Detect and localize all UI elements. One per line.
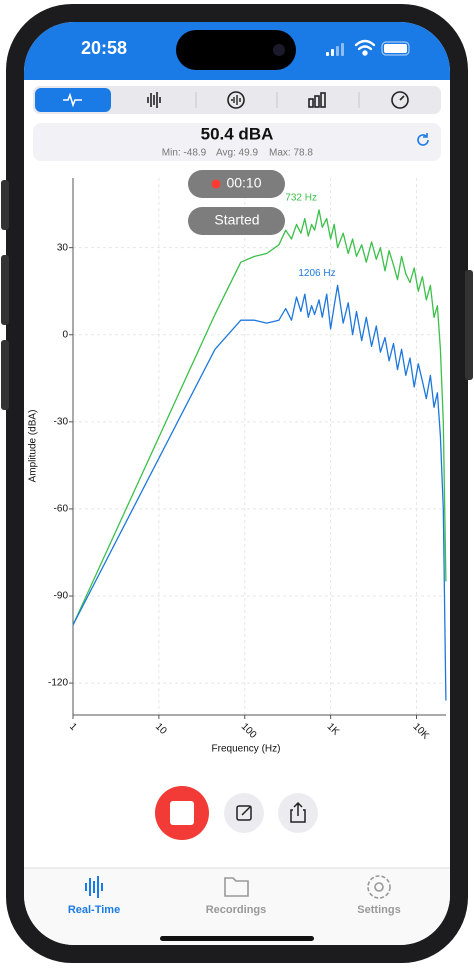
tab-label[interactable]: Recordings: [206, 904, 267, 916]
tab-icon-settings[interactable]: [367, 875, 391, 899]
avg-readout: Avg: 49.9: [216, 148, 259, 159]
waveform-icon: [63, 92, 82, 108]
dynamic-island: [176, 30, 296, 70]
cellular-icon: [326, 43, 344, 56]
side-button: [1, 180, 9, 230]
note-icon: [236, 805, 252, 821]
series-line: [72, 209, 447, 626]
segment-realtime[interactable]: [35, 88, 111, 112]
home-indicator: [160, 936, 314, 941]
reading-card: [33, 123, 441, 161]
max-readout: Max: 78.8: [269, 148, 313, 159]
wifi-icon: [354, 39, 376, 56]
series-line: [72, 284, 447, 701]
stop-icon: [170, 801, 194, 825]
timer-pill: [188, 170, 285, 198]
segment-spectrum[interactable]: [147, 92, 161, 108]
segment-meter[interactable]: [227, 91, 245, 109]
tab-icon-realtime[interactable]: [85, 876, 103, 898]
segment-gauge[interactable]: [391, 91, 409, 109]
y-tick-label: -30: [54, 416, 69, 427]
side-button: [1, 340, 9, 410]
recording-dot: [211, 179, 221, 189]
peak-annotation: 1206 Hz: [298, 268, 335, 279]
state-pill: [188, 207, 285, 235]
y-tick-label: -60: [54, 504, 69, 515]
timer: 00:10: [226, 175, 261, 191]
y-tick-label: -90: [54, 591, 69, 602]
camera: [273, 44, 285, 56]
side-button: [1, 255, 9, 325]
tab-label[interactable]: Settings: [357, 904, 400, 916]
battery-icon: [381, 41, 410, 56]
clock: 20:58: [81, 38, 127, 58]
share-icon: [290, 801, 306, 823]
level-readout: 50.4 dBA: [201, 124, 274, 143]
tab-icon-recordings[interactable]: [224, 877, 249, 897]
y-axis-label: Amplitude (dBA): [28, 410, 39, 483]
segment-bands[interactable]: [308, 92, 326, 108]
side-button: [465, 270, 473, 380]
x-axis-label: Frequency (Hz): [212, 744, 281, 755]
tab-label[interactable]: Real-Time: [68, 904, 120, 916]
y-tick-label: -120: [48, 678, 68, 689]
min-readout: Min: -48.9: [162, 148, 207, 159]
reset-button[interactable]: [417, 133, 429, 146]
battery-level: [384, 44, 407, 53]
state: Started: [214, 212, 259, 228]
y-tick-label: 0: [62, 329, 68, 340]
peak-annotation: 732 Hz: [285, 193, 317, 204]
y-tick-label: 30: [57, 242, 69, 253]
